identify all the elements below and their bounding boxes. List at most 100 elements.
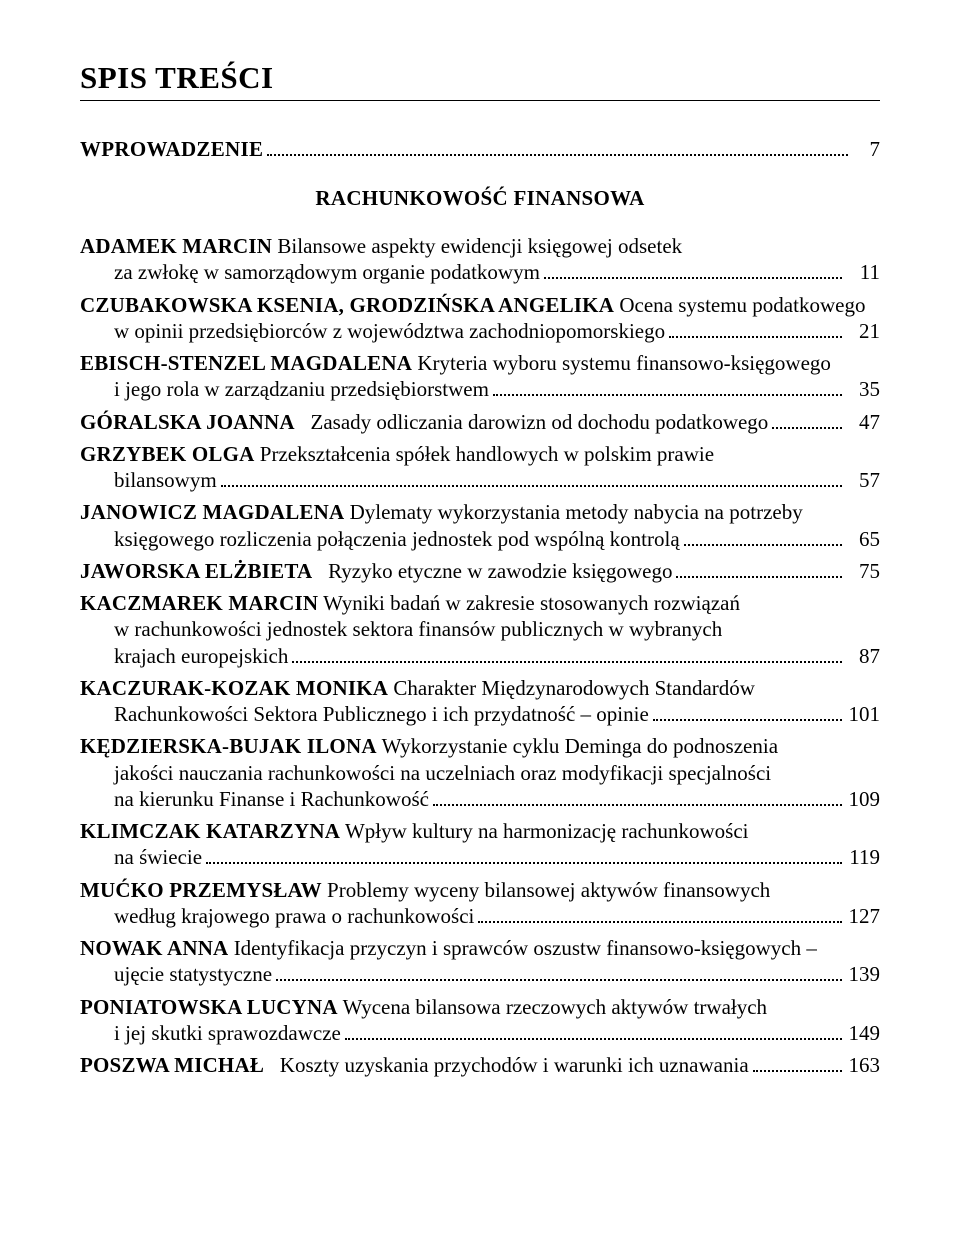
dot-leader: [544, 259, 842, 279]
toc-entry-firstline: CZUBAKOWSKA KSENIA, GRODZIŃSKA ANGELIKA …: [80, 292, 880, 318]
dot-leader: [345, 1020, 842, 1040]
toc-entry-lastline: bilansowym 57: [80, 467, 880, 493]
toc-title-text: na świecie: [114, 844, 202, 870]
toc-page-number: 47: [846, 409, 880, 435]
toc-entry-firstline: KLIMCZAK KATARZYNA Wpływ kultury na harm…: [80, 818, 880, 844]
toc-entry: JANOWICZ MAGDALENA Dylematy wykorzystani…: [80, 499, 880, 552]
dot-leader: [753, 1052, 842, 1072]
toc-author: POSZWA MICHAŁ: [80, 1052, 264, 1078]
toc-entry-firstline: MUĆKO PRZEMYSŁAW Problemy wyceny bilanso…: [80, 877, 880, 903]
toc-entry: KLIMCZAK KATARZYNA Wpływ kultury na harm…: [80, 818, 880, 871]
toc-entry: KACZURAK-KOZAK MONIKA Charakter Międzyna…: [80, 675, 880, 728]
toc-entry-line: GÓRALSKA JOANNA Zasady odliczania darowi…: [80, 409, 880, 435]
dot-leader: [684, 526, 842, 546]
dot-leader: [267, 137, 848, 156]
toc-author: NOWAK ANNA: [80, 936, 228, 960]
toc-entry: KĘDZIERSKA-BUJAK ILONA Wykorzystanie cyk…: [80, 733, 880, 812]
toc-title-text: Ryzyko etyczne w zawodzie księgowego: [312, 558, 672, 584]
dot-leader: [478, 903, 842, 923]
toc-title-text: Zasady odliczania darowizn od dochodu po…: [295, 409, 769, 435]
toc-entry: CZUBAKOWSKA KSENIA, GRODZIŃSKA ANGELIKA …: [80, 292, 880, 345]
toc-title-text: Wpływ kultury na harmonizację rachunkowo…: [340, 819, 748, 843]
toc-title-text: ujęcie statystyczne: [114, 961, 272, 987]
toc-entry-lastline: Rachunkowości Sektora Publicznego i ich …: [80, 701, 880, 727]
toc-title-text: Ocena systemu podatkowego: [614, 293, 865, 317]
toc-page-number: 139: [846, 961, 880, 987]
toc-author: MUĆKO PRZEMYSŁAW: [80, 878, 322, 902]
toc-entry-firstline: GRZYBEK OLGA Przekształcenia spółek hand…: [80, 441, 880, 467]
dot-leader: [772, 409, 842, 429]
toc-page-number: 35: [846, 376, 880, 402]
toc-title-text: Bilansowe aspekty ewidencji księgowej od…: [272, 234, 682, 258]
toc-author: KACZURAK-KOZAK MONIKA: [80, 676, 388, 700]
toc-entry-firstline: ADAMEK MARCIN Bilansowe aspekty ewidencj…: [80, 233, 880, 259]
toc-title-text: krajach europejskich: [114, 643, 288, 669]
toc-title-text: bilansowym: [114, 467, 217, 493]
toc-entry-lastline: i jej skutki sprawozdawcze 149: [80, 1020, 880, 1046]
toc-entry-lastline: księgowego rozliczenia połączenia jednos…: [80, 526, 880, 552]
dot-leader: [676, 558, 842, 578]
toc-entry: EBISCH-STENZEL MAGDALENA Kryteria wyboru…: [80, 350, 880, 403]
toc-title-text: Wycena bilansowa rzeczowych aktywów trwa…: [338, 995, 767, 1019]
toc-page-number: 65: [846, 526, 880, 552]
toc-author: PONIATOWSKA LUCYNA: [80, 995, 338, 1019]
toc-entries: ADAMEK MARCIN Bilansowe aspekty ewidencj…: [80, 233, 880, 1078]
toc-entry: NOWAK ANNA Identyfikacja przyczyn i spra…: [80, 935, 880, 988]
toc-entry: PONIATOWSKA LUCYNA Wycena bilansowa rzec…: [80, 994, 880, 1047]
toc-entry: ADAMEK MARCIN Bilansowe aspekty ewidencj…: [80, 233, 880, 286]
toc-page-number: 11: [846, 259, 880, 285]
title-underline: [80, 100, 880, 101]
intro-label: WPROWADZENIE: [80, 137, 263, 162]
toc-entry-firstline: KACZMAREK MARCIN Wyniki badań w zakresie…: [80, 590, 880, 616]
toc-title-text: w opinii przedsiębiorców z województwa z…: [114, 318, 665, 344]
dot-leader: [669, 318, 842, 338]
toc-page-number: 57: [846, 467, 880, 493]
toc-title-text: Problemy wyceny bilansowej aktywów finan…: [322, 878, 771, 902]
toc-entry-firstline: KĘDZIERSKA-BUJAK ILONA Wykorzystanie cyk…: [80, 733, 880, 759]
toc-title-text: księgowego rozliczenia połączenia jednos…: [114, 526, 680, 552]
dot-leader: [221, 467, 842, 487]
toc-entry-lastline: według krajowego prawa o rachunkowości 12…: [80, 903, 880, 929]
intro-row: WPROWADZENIE 7: [80, 137, 880, 162]
toc-page-number: 127: [846, 903, 880, 929]
toc-title-text: Identyfikacja przyczyn i sprawców oszust…: [228, 936, 816, 960]
toc-title-text: za zwłokę w samorządowym organie podatko…: [114, 259, 540, 285]
toc-title-text: Rachunkowości Sektora Publicznego i ich …: [114, 701, 649, 727]
toc-entry-firstline: JANOWICZ MAGDALENA Dylematy wykorzystani…: [80, 499, 880, 525]
toc-page-number: 109: [846, 786, 880, 812]
toc-entry: KACZMAREK MARCIN Wyniki badań w zakresie…: [80, 590, 880, 669]
toc-author: JAWORSKA ELŻBIETA: [80, 558, 312, 584]
toc-title-text: Dylematy wykorzystania metody nabycia na…: [344, 500, 802, 524]
page-title: SPIS TREŚCI: [80, 60, 880, 96]
dot-leader: [433, 786, 842, 806]
toc-author: ADAMEK MARCIN: [80, 234, 272, 258]
toc-title-text: Kryteria wyboru systemu finansowo-księgo…: [412, 351, 831, 375]
toc-author: KĘDZIERSKA-BUJAK ILONA: [80, 734, 377, 758]
toc-title-cont: jakości nauczania rachunkowości na uczel…: [80, 760, 880, 786]
section-heading: RACHUNKOWOŚĆ FINANSOWA: [80, 186, 880, 211]
toc-entry-line: JAWORSKA ELŻBIETA Ryzyko etyczne w zawod…: [80, 558, 880, 584]
toc-author: CZUBAKOWSKA KSENIA, GRODZIŃSKA ANGELIKA: [80, 293, 614, 317]
dot-leader: [206, 844, 842, 864]
toc-entry-lastline: za zwłokę w samorządowym organie podatko…: [80, 259, 880, 285]
toc-page-number: 75: [846, 558, 880, 584]
toc-page-number: 101: [846, 701, 880, 727]
toc-author: GÓRALSKA JOANNA: [80, 409, 295, 435]
toc-page-number: 149: [846, 1020, 880, 1046]
toc-author: JANOWICZ MAGDALENA: [80, 500, 344, 524]
toc-title-text: Koszty uzyskania przychodów i warunki ic…: [264, 1052, 749, 1078]
toc-entry-lastline: na świecie119: [80, 844, 880, 870]
toc-title-text: Przekształcenia spółek handlowych w pols…: [255, 442, 715, 466]
toc-entry: MUĆKO PRZEMYSŁAW Problemy wyceny bilanso…: [80, 877, 880, 930]
toc-page-number: 87: [846, 643, 880, 669]
toc-entry-lastline: na kierunku Finanse i Rachunkowość 109: [80, 786, 880, 812]
toc-entry-firstline: PONIATOWSKA LUCYNA Wycena bilansowa rzec…: [80, 994, 880, 1020]
toc-entry-firstline: EBISCH-STENZEL MAGDALENA Kryteria wyboru…: [80, 350, 880, 376]
toc-title-text: na kierunku Finanse i Rachunkowość: [114, 786, 429, 812]
toc-title-text: według krajowego prawa o rachunkowości: [114, 903, 474, 929]
dot-leader: [493, 376, 842, 396]
dot-leader: [276, 961, 842, 981]
dot-leader: [292, 643, 842, 663]
toc-title-text: i jej skutki sprawozdawcze: [114, 1020, 341, 1046]
toc-entry: JAWORSKA ELŻBIETA Ryzyko etyczne w zawod…: [80, 558, 880, 584]
